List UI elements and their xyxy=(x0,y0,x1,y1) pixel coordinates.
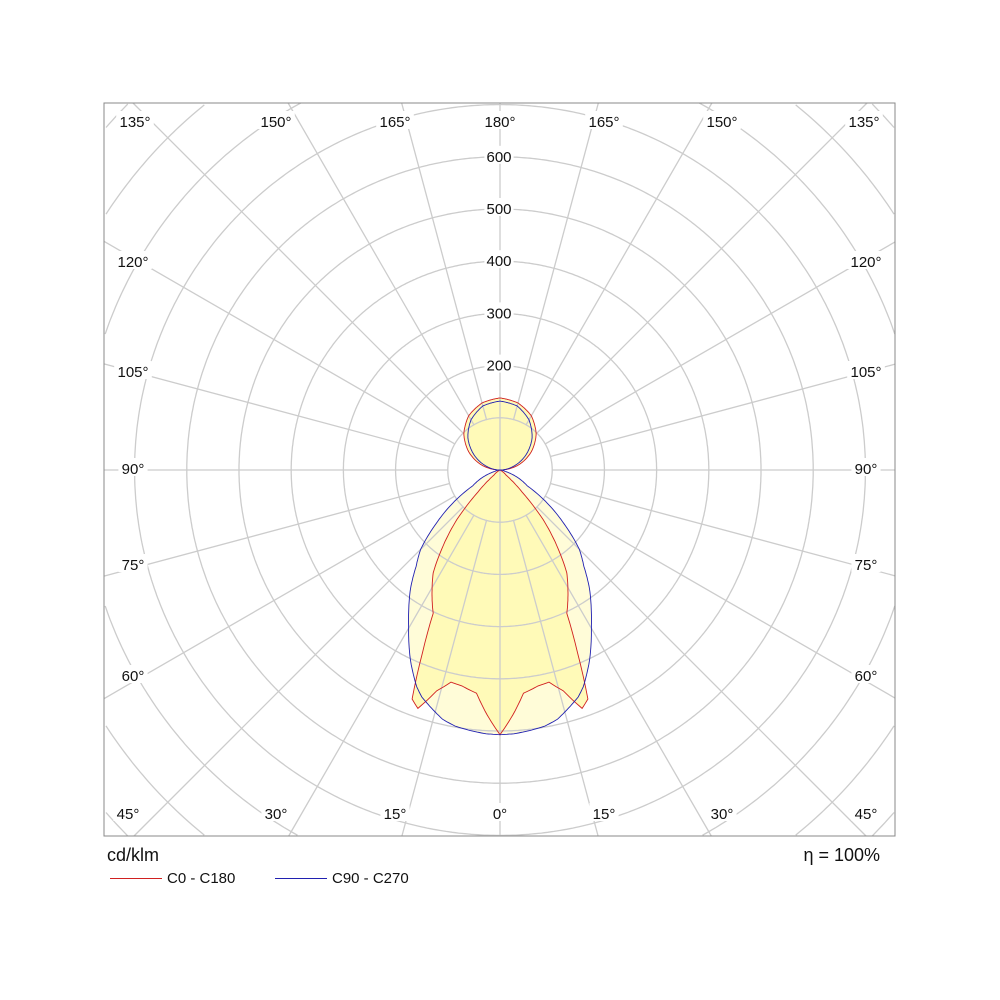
angle-label-top-bg xyxy=(585,111,623,129)
grid-radial xyxy=(525,102,713,426)
angle-label-left-bg xyxy=(114,251,152,269)
angle-label-bottom: 30° xyxy=(265,806,288,823)
radial-tick-label: 600 xyxy=(486,149,511,166)
grid-radial xyxy=(544,241,896,445)
radial-tick-label-bg xyxy=(484,302,514,321)
grid-radial xyxy=(103,240,456,445)
angle-label-bottom-bg xyxy=(589,803,619,821)
angle-label-bottom-bg xyxy=(851,803,881,821)
angle-label-left: 75° xyxy=(122,557,145,574)
radial-tick-label-bg xyxy=(484,198,514,216)
radial-tick-label-bg xyxy=(484,354,514,373)
radial-tick-label: 500 xyxy=(486,201,511,218)
grid-radial xyxy=(512,102,599,420)
angle-label-right-bg xyxy=(847,361,885,379)
angle-label-top-bg xyxy=(703,111,741,129)
grid-radial xyxy=(536,102,868,434)
angle-label-bottom: 0° xyxy=(493,806,507,823)
angle-label-top: 150° xyxy=(706,114,737,131)
angle-label-right: 90° xyxy=(855,461,878,478)
angle-label-right: 105° xyxy=(850,364,881,381)
angle-label-left: 60° xyxy=(122,668,145,685)
grid-radial xyxy=(287,102,475,426)
angle-label-top-bg xyxy=(116,111,154,129)
angle-label-bottom-bg xyxy=(261,803,291,821)
legend-swatch-blue xyxy=(275,878,327,879)
grid-radial xyxy=(103,363,450,458)
angle-label-top-bg xyxy=(481,111,519,129)
series-line-c0-c180 xyxy=(411,397,589,736)
grid-circle xyxy=(105,104,895,836)
unit-label: cd/klm xyxy=(107,845,160,865)
angle-label-right-bg xyxy=(851,458,881,476)
angle-label-top: 180° xyxy=(484,114,515,131)
angle-label-bottom-bg xyxy=(489,803,511,821)
efficiency-label: η = 100% xyxy=(803,845,880,865)
legend-item-c90: C90 - C270 xyxy=(275,870,409,887)
angle-label-top: 165° xyxy=(588,114,619,131)
angle-label-bottom: 45° xyxy=(855,806,878,823)
radial-tick-label-bg xyxy=(484,250,514,269)
angle-label-bottom-bg xyxy=(380,803,410,821)
grid-radial xyxy=(401,102,488,420)
grid-radial xyxy=(544,495,896,699)
angle-label-bottom: 15° xyxy=(384,806,407,823)
grid-radial xyxy=(550,363,896,458)
angle-label-left: 120° xyxy=(117,254,148,271)
grid-radial xyxy=(103,495,456,700)
grid-circle xyxy=(105,103,895,837)
angle-label-bottom: 30° xyxy=(711,806,734,823)
angle-label-right-bg xyxy=(847,251,885,269)
angle-label-top-bg xyxy=(376,111,414,129)
angle-label-bottom: 45° xyxy=(117,806,140,823)
angle-label-left-bg xyxy=(118,554,148,572)
legend-label: C90 - C270 xyxy=(332,870,409,887)
angle-label-right-bg xyxy=(851,665,881,683)
radial-tick-label: 300 xyxy=(486,305,511,322)
grid-circle xyxy=(104,102,896,836)
angle-label-right: 75° xyxy=(855,557,878,574)
angle-label-right: 120° xyxy=(850,254,881,271)
angle-label-top: 165° xyxy=(379,114,410,131)
grid-radial xyxy=(550,482,896,577)
radial-tick-label: 400 xyxy=(486,253,511,270)
angle-label-top-bg xyxy=(845,111,883,129)
angle-label-bottom: 15° xyxy=(593,806,616,823)
legend-item-c0: C0 - C180 xyxy=(110,870,235,887)
angle-label-left-bg xyxy=(114,361,152,379)
angle-label-right-bg xyxy=(851,554,881,572)
angle-label-left: 90° xyxy=(122,461,145,478)
radial-tick-label-bg xyxy=(484,145,514,164)
radial-tick-label: 200 xyxy=(486,358,511,375)
grid-radial xyxy=(103,482,450,577)
grid-radial xyxy=(132,102,464,434)
legend-swatch-red xyxy=(110,878,162,879)
grid-radial xyxy=(536,506,867,837)
angle-label-left-bg xyxy=(118,665,148,683)
angle-label-bottom-bg xyxy=(707,803,737,821)
angle-label-right: 60° xyxy=(855,668,878,685)
angle-label-left: 105° xyxy=(117,364,148,381)
grid-radial xyxy=(512,520,599,837)
grid-radial xyxy=(525,514,712,837)
grid-radial xyxy=(401,520,488,837)
grid-radial xyxy=(133,506,464,837)
angle-label-bottom-bg xyxy=(113,803,143,821)
angle-label-top: 150° xyxy=(260,114,291,131)
angle-label-top-bg xyxy=(257,111,295,129)
angle-label-top: 135° xyxy=(119,114,150,131)
plot-frame xyxy=(103,102,896,837)
angle-label-top: 135° xyxy=(848,114,879,131)
legend-label: C0 - C180 xyxy=(167,870,236,887)
grid-radial xyxy=(288,514,475,837)
series-line-c90-c270 xyxy=(408,400,592,736)
angle-label-left-bg xyxy=(118,458,148,476)
